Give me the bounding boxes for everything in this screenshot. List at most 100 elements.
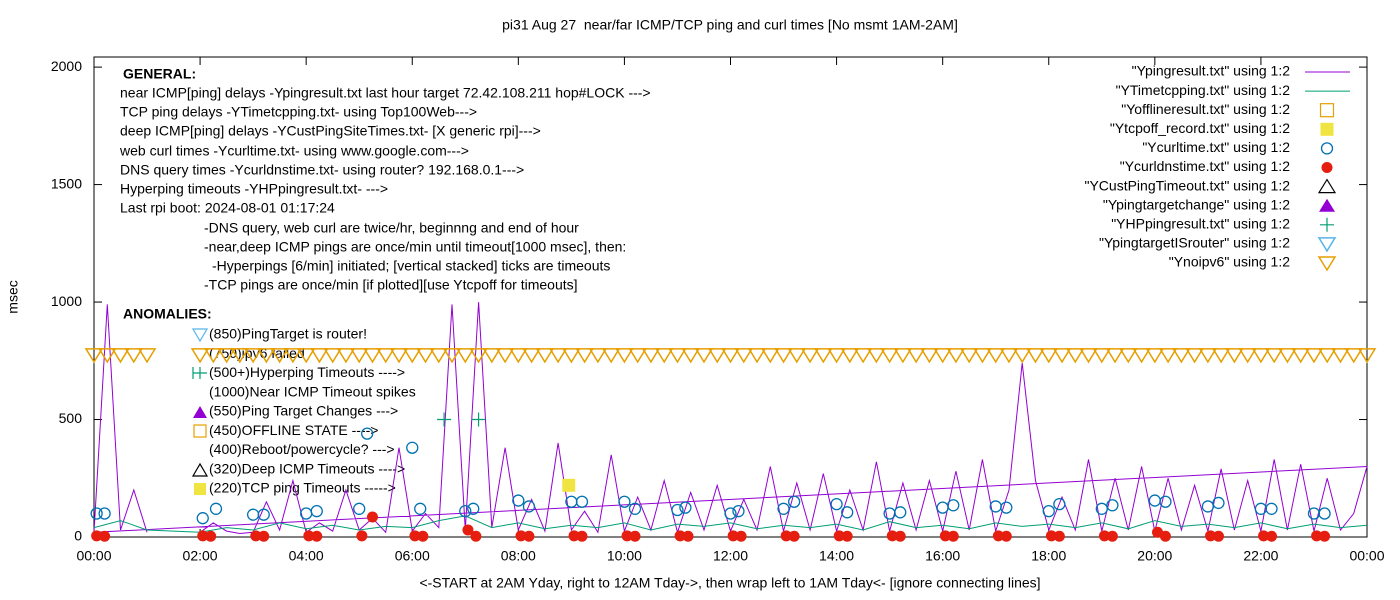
point: [1357, 348, 1377, 364]
x-tick-label: 00:00: [1349, 548, 1384, 564]
point: [1198, 348, 1218, 364]
point: [1212, 530, 1224, 542]
point: [437, 412, 452, 427]
icon: [191, 462, 209, 477]
point: [205, 530, 217, 542]
annotation: (850)PingTarget is router!: [209, 326, 367, 342]
point: [1079, 348, 1098, 364]
point: [257, 508, 270, 521]
point: [303, 530, 315, 542]
point: [1172, 348, 1191, 364]
point: [947, 530, 959, 542]
point: [190, 348, 210, 364]
point: [310, 348, 329, 364]
annotation-title: ANOMALIES:: [123, 306, 212, 322]
point: [429, 348, 449, 364]
annotation-title: GENERAL:: [123, 66, 196, 82]
annotation: (1000)Near ICMP Timeout spikes: [209, 383, 416, 399]
annotation: Last rpi boot: 2024-08-01 01:17:24: [120, 200, 335, 216]
point: [947, 499, 960, 512]
y-tick-label: 0: [74, 528, 82, 544]
point: [840, 348, 860, 364]
point: [1159, 530, 1171, 542]
point: [727, 530, 739, 542]
point: [628, 502, 642, 515]
point: [853, 348, 873, 364]
point: [522, 348, 541, 364]
annotation: deep ICMP[ping] delays -YCustPingSiteTim…: [120, 123, 541, 139]
legend-key: [1320, 142, 1334, 155]
point: [830, 497, 843, 511]
y-tick-label: 2000: [51, 58, 82, 74]
point: [1331, 348, 1350, 364]
point: [1264, 348, 1284, 364]
chart-title: pi31 Aug 27 near/far ICMP/TCP ping and c…: [502, 17, 958, 33]
annotation: near ICMP[ping] delays -Ypingresult.txt …: [120, 85, 651, 101]
point: [1158, 348, 1178, 364]
point: [409, 530, 421, 542]
point: [416, 348, 435, 364]
point: [1319, 530, 1331, 542]
point: [515, 530, 527, 542]
point: [406, 441, 419, 454]
point: [788, 530, 800, 542]
point: [735, 530, 747, 542]
point: [732, 505, 745, 518]
x-tick-label: 04:00: [289, 548, 324, 564]
annotation: (550)Ping Target Changes --->: [209, 403, 398, 419]
x-tick-label: 02:00: [183, 548, 218, 564]
point: [197, 530, 209, 542]
point: [562, 348, 581, 364]
point: [1311, 530, 1323, 542]
legend-key: [1320, 122, 1334, 136]
legend-key: [1321, 162, 1333, 173]
annotation: web curl times -Ycurltime.txt- using www…: [119, 143, 469, 159]
point: [98, 507, 111, 520]
point: [402, 348, 422, 364]
point: [361, 427, 374, 440]
point: [366, 511, 378, 523]
point: [1145, 348, 1165, 364]
point: [462, 524, 474, 536]
x-tick-label: 12:00: [713, 548, 748, 564]
point: [575, 495, 589, 508]
series-line: [93, 515, 1368, 533]
point: [682, 530, 694, 542]
point: [999, 348, 1019, 364]
point: [523, 530, 535, 542]
point: [886, 530, 898, 542]
point: [243, 348, 263, 364]
x-tick-label: 14:00: [819, 548, 854, 564]
point: [774, 348, 793, 364]
annotation: (320)Deep ICMP Timeouts ---->: [209, 460, 405, 476]
legend-key: [1319, 103, 1335, 118]
y-tick-label: 500: [59, 410, 83, 426]
point: [99, 530, 111, 542]
point: [724, 507, 737, 520]
point: [414, 502, 427, 515]
point: [1212, 496, 1225, 510]
point: [867, 348, 886, 364]
point: [124, 348, 144, 364]
x-tick-label: 00:00: [76, 548, 111, 564]
point: [389, 348, 409, 364]
point: [576, 530, 588, 542]
legend-key: [1317, 256, 1337, 272]
point: [204, 348, 223, 364]
x-tick-label: 18:00: [1031, 548, 1066, 564]
point: [471, 412, 486, 427]
point: [283, 348, 303, 364]
annotation: -DNS query, web curl are twice/hr, begin…: [204, 220, 579, 236]
point: [508, 348, 528, 364]
point: [894, 530, 906, 542]
point: [296, 348, 316, 364]
point: [1118, 348, 1138, 364]
point: [1045, 530, 1057, 542]
point: [827, 348, 846, 364]
point: [1225, 348, 1244, 364]
anomaly-icons: [191, 328, 209, 495]
point: [455, 348, 475, 364]
point: [250, 530, 262, 542]
point: [1042, 505, 1055, 518]
x-tick-label: 06:00: [395, 548, 430, 564]
